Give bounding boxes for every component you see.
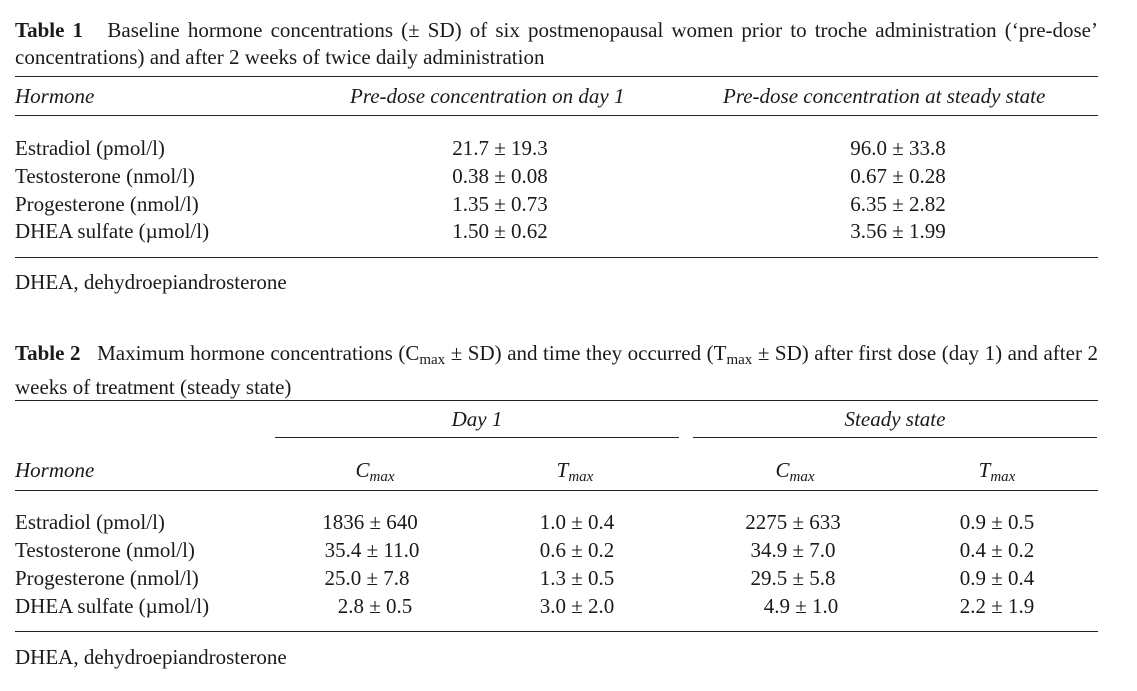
table1-cell-day1: 0.38 ± 0.08 — [452, 164, 548, 188]
table1-header-rule — [15, 115, 1098, 116]
table1-top-rule — [15, 76, 1098, 77]
table1-cell-steady: 0.67 ± 0.28 — [850, 164, 946, 188]
table1-footnote: DHEA, dehydroepiandrosterone — [15, 270, 287, 294]
table1-header-day1: Pre-dose concentration on day 1 — [350, 84, 625, 108]
table1-label: Table 1 — [15, 18, 84, 42]
table2-cell-tmax-steady: 2.2 ± 1.9 — [959, 594, 1035, 618]
col-sub: max — [568, 469, 594, 485]
table2-group-day1: Day 1 — [451, 407, 503, 431]
table2-cell-cmax-day1: 35.4 ± 11.0 — [324, 538, 420, 562]
table2-cell-tmax-steady: 0.9 ± 0.5 — [959, 510, 1035, 534]
table2-cell-cmax-steady: 2275 ± 633 — [745, 510, 841, 534]
table1-caption: Table 1 Baseline hormone concentrations … — [15, 17, 1098, 71]
table2-cell-hormone: Progesterone (nmol/l) — [15, 566, 199, 590]
table2-caption: Table 2 Maximum hormone concentrations (… — [15, 340, 1098, 401]
col-sub: max — [990, 469, 1016, 485]
table2-cell-tmax-day1: 1.0 ± 0.4 — [539, 510, 615, 534]
table2-caption-part1: Maximum hormone concentrations (C — [97, 341, 420, 365]
col-sub: max — [369, 469, 395, 485]
col-letter: C — [775, 458, 790, 482]
table1-cell-steady: 6.35 ± 2.82 — [850, 192, 946, 216]
table2-header-hormone: Hormone — [15, 458, 95, 482]
col-letter: T — [556, 458, 569, 482]
table2-label: Table 2 — [15, 341, 81, 365]
table1-cell-hormone: Progesterone (nmol/l) — [15, 192, 199, 216]
table2-caption-sub1: max — [419, 352, 446, 368]
table2-cell-tmax-day1: 1.3 ± 0.5 — [539, 566, 615, 590]
col-letter: T — [978, 458, 991, 482]
table1-cell-day1: 21.7 ± 19.3 — [452, 136, 548, 160]
table2-cell-tmax-day1: 0.6 ± 0.2 — [539, 538, 615, 562]
table2-cell-cmax-day1: 1836 ± 640 — [322, 510, 418, 534]
table2-group-steady: Steady state — [844, 407, 946, 431]
table1-cell-hormone: DHEA sulfate (µmol/l) — [15, 219, 210, 243]
table1-header-hormone: Hormone — [15, 84, 95, 108]
table2-cell-hormone: DHEA sulfate (µmol/l) — [15, 594, 210, 618]
table2-cell-cmax-steady: 34.9 ± 7.0 — [750, 538, 836, 562]
table2-top-rule — [15, 400, 1098, 401]
col-letter: C — [355, 458, 370, 482]
table2-header-tmax-steady: Tmax — [922, 458, 1072, 489]
table2-cell-cmax-steady: 4.9 ± 1.0 — [763, 594, 839, 618]
table2-cell-tmax-steady: 0.4 ± 0.2 — [959, 538, 1035, 562]
table2-bottom-rule — [15, 631, 1098, 632]
table2-header-cmax-steady: Cmax — [720, 458, 870, 489]
table1-cell-day1: 1.35 ± 0.73 — [452, 192, 548, 216]
table2-caption-sub2: max — [726, 352, 753, 368]
table2-cell-hormone: Estradiol (pmol/l) — [15, 510, 165, 534]
table1-cell-hormone: Testosterone (nmol/l) — [15, 164, 195, 188]
table2-caption-part3: ± SD) after first dose (day 1) and after… — [15, 341, 1098, 399]
table2-header-tmax-day1: Tmax — [500, 458, 650, 489]
table2-cell-cmax-day1: 25.0 ± 7.8 — [324, 566, 410, 590]
table2-footnote: DHEA, dehydroepiandrosterone — [15, 645, 287, 669]
table2-header-cmax-day1: Cmax — [300, 458, 450, 489]
table1-bottom-rule — [15, 257, 1098, 258]
table2-steady-span-rule — [693, 437, 1097, 438]
table2-day1-span-rule — [275, 437, 679, 438]
table1-caption-text: Baseline hormone concentrations (± SD) o… — [15, 18, 1099, 69]
table1-cell-hormone: Estradiol (pmol/l) — [15, 136, 165, 160]
table2-cell-tmax-steady: 0.9 ± 0.4 — [959, 566, 1035, 590]
table2-caption-part2: ± SD) and time they occurred (T — [445, 341, 727, 365]
table2-cell-cmax-day1: 2.8 ± 0.5 — [337, 594, 413, 618]
table1-cell-day1: 1.50 ± 0.62 — [452, 219, 548, 243]
table1-cell-steady: 3.56 ± 1.99 — [850, 219, 946, 243]
table2-cell-cmax-steady: 29.5 ± 5.8 — [750, 566, 836, 590]
table2-cell-tmax-day1: 3.0 ± 2.0 — [539, 594, 615, 618]
table1-cell-steady: 96.0 ± 33.8 — [850, 136, 946, 160]
table1-header-steady: Pre-dose concentration at steady state — [723, 84, 1046, 108]
col-sub: max — [789, 469, 815, 485]
table2-cell-hormone: Testosterone (nmol/l) — [15, 538, 195, 562]
table2-header-rule — [15, 490, 1098, 491]
